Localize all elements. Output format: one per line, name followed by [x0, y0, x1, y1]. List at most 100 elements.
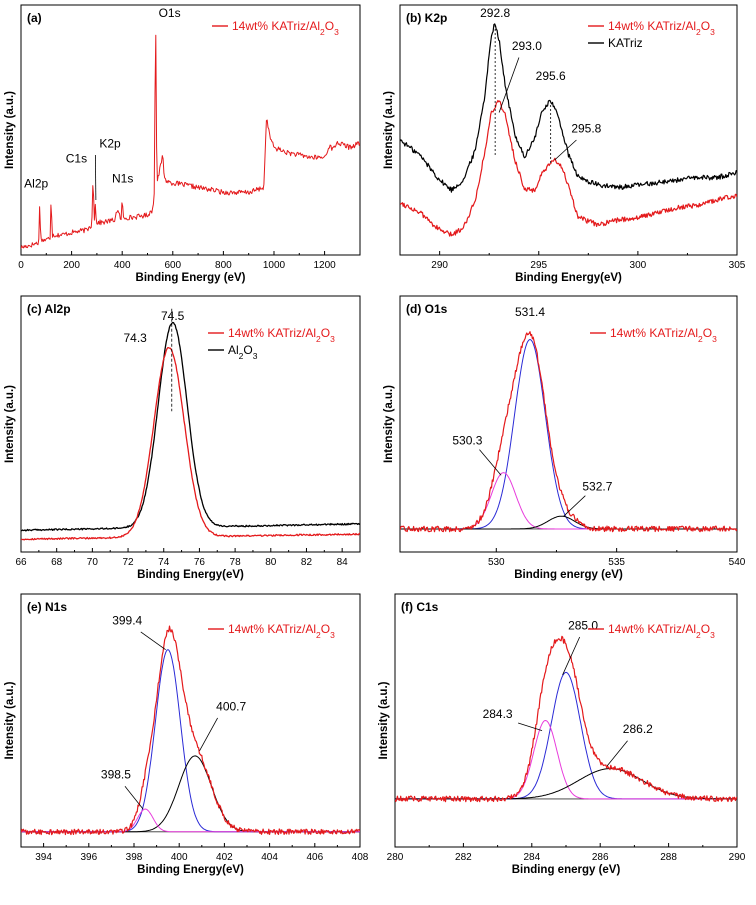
- x-tick-label: 68: [51, 557, 63, 568]
- x-tick-label: 70: [87, 557, 99, 568]
- annotation-leader: [199, 717, 218, 752]
- y-axis-label: Intensity (a.u.): [383, 385, 395, 463]
- y-axis-label: Intensity (a.u.): [4, 91, 16, 169]
- legend-entry: 14wt% KATriz/Al2O3: [228, 622, 335, 640]
- panel-f: 280 282 284 286 288 290 Binding energy (eV) Int…: [378, 593, 746, 876]
- x-tick-label: 406: [306, 852, 323, 863]
- peak-annotation: C1s: [66, 152, 87, 166]
- plot-frame: [20, 4, 361, 256]
- legend-entry: 14wt% KATriz/Al2O3: [610, 326, 717, 344]
- x-axis-label: Binding Energy(eV): [515, 272, 622, 284]
- fit-component-0: [21, 649, 360, 833]
- x-tick-label: 72: [122, 557, 134, 568]
- peak-annotation: 531.4: [515, 305, 545, 319]
- x-tick-label: 530: [488, 557, 505, 568]
- x-tick-label: 200: [63, 260, 80, 271]
- x-axis-label: Binding Energy(eV): [137, 569, 244, 581]
- annotation-leader: [498, 57, 520, 113]
- x-tick-label: 84: [337, 557, 349, 568]
- x-tick-label: 300: [630, 260, 647, 271]
- fit-component-2: [21, 808, 360, 833]
- panel-title: (e) N1s: [27, 600, 67, 614]
- peak-annotation: 286.2: [623, 722, 653, 736]
- x-tick-label: 290: [431, 260, 448, 271]
- x-tick-label: 280: [387, 852, 404, 863]
- x-tick-label: 288: [660, 852, 677, 863]
- x-tick-label: 400: [171, 852, 188, 863]
- peak-annotation: 530.3: [452, 433, 482, 447]
- panel-title: (b) K2p: [406, 11, 447, 25]
- peak-annotation: 293.0: [512, 39, 542, 53]
- x-tick-label: 305: [729, 260, 746, 271]
- x-tick-label: 286: [592, 852, 609, 863]
- x-tick-label: 600: [164, 260, 181, 271]
- peak-annotation: 295.6: [536, 69, 566, 83]
- x-tick-label: 0: [18, 260, 24, 271]
- fit-component-0: [395, 671, 737, 800]
- x-tick-label: 295: [530, 260, 547, 271]
- x-tick-label: 394: [35, 852, 52, 863]
- annotation-leader: [606, 740, 628, 767]
- peak-annotation: 399.4: [112, 613, 142, 627]
- x-tick-label: 74: [158, 557, 170, 568]
- series-line: [21, 321, 360, 532]
- panel-title: (f) C1s: [401, 600, 439, 614]
- annotation-leader: [562, 636, 581, 676]
- peak-annotation: 295.8: [571, 122, 601, 136]
- x-tick-label: 800: [215, 260, 232, 271]
- x-tick-label: 1200: [313, 260, 336, 271]
- x-tick-label: 284: [523, 852, 540, 863]
- series-a-line: [21, 34, 360, 249]
- legend-entry: 14wt% KATriz/Al2O3: [232, 19, 339, 37]
- peak-annotation: 285.0: [568, 618, 598, 632]
- x-tick-label: 76: [194, 557, 206, 568]
- x-tick-label: 402: [216, 852, 233, 863]
- annotation-leader: [140, 631, 166, 650]
- x-tick-label: 78: [230, 557, 242, 568]
- peak-annotation: 74.3: [124, 331, 148, 345]
- plot-frame: [399, 295, 738, 553]
- x-tick-label: 535: [608, 557, 625, 568]
- peak-annotation: O1s: [159, 6, 181, 20]
- panel-title: (d) O1s: [406, 302, 448, 316]
- x-tick-label: 404: [261, 852, 278, 863]
- legend-entry: Al2O3: [228, 343, 258, 361]
- fit-component-2: [395, 768, 737, 800]
- x-tick-label: 400: [114, 260, 131, 271]
- annotation-leader: [563, 495, 586, 517]
- x-tick-label: 82: [301, 557, 313, 568]
- envelope-line: [395, 635, 737, 803]
- x-tick-label: 80: [265, 557, 277, 568]
- y-axis-label: Intensity (a.u.): [4, 681, 16, 759]
- panel-b: 290 295 300 305 Binding Energy(eV) Intensity …: [383, 4, 746, 284]
- plot-frame: [20, 593, 361, 848]
- panel-d: 530 535 540 Binding energy (eV) Intensity (a…: [383, 295, 746, 581]
- x-tick-label: 398: [126, 852, 143, 863]
- peak-annotation: K2p: [99, 137, 121, 151]
- annotation-leader: [124, 786, 144, 810]
- x-axis-label: Binding Energy (eV): [136, 272, 246, 284]
- annotation-leader: [517, 722, 543, 732]
- panel-title: (a): [27, 11, 42, 25]
- annotation-leader: [554, 139, 577, 161]
- panel-e: 394 396 398 400 402 404 406 408 Binding Energy(e…: [4, 593, 369, 876]
- peak-annotation: Al2p: [24, 177, 48, 191]
- envelope-line: [400, 331, 737, 533]
- peak-annotation: 398.5: [101, 768, 131, 782]
- legend-entry: KATriz: [608, 36, 643, 50]
- series-b-line: [400, 99, 737, 237]
- panel-title: (c) Al2p: [27, 302, 71, 316]
- x-tick-label: 540: [729, 557, 746, 568]
- x-tick-label: 408: [352, 852, 369, 863]
- panel-a: 0 200 400 600 800 1000 1200 Binding Energy (eV)…: [4, 4, 361, 284]
- annotation-leader: [479, 449, 502, 476]
- peak-annotation: 74.5: [161, 309, 185, 323]
- series-line: [21, 346, 360, 541]
- x-tick-label: 1000: [263, 260, 286, 271]
- peak-annotation: 292.8: [480, 6, 510, 20]
- x-axis-label: Binding energy (eV): [512, 864, 621, 876]
- y-axis-label: Intensity (a.u.): [4, 385, 16, 463]
- plot-frame: [20, 295, 361, 553]
- x-tick-label: 396: [80, 852, 97, 863]
